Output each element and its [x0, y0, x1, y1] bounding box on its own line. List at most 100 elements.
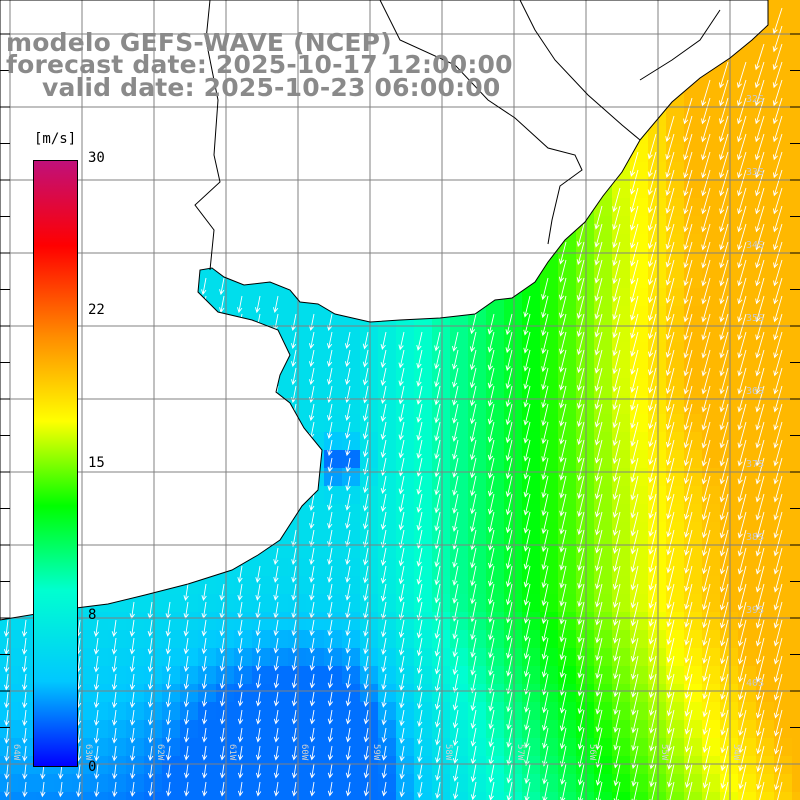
wind-speed-cell	[540, 756, 559, 775]
wind-speed-cell	[792, 576, 800, 595]
wind-speed-cell	[324, 360, 343, 379]
wind-arrow	[201, 583, 207, 601]
wind-arrow	[541, 457, 549, 481]
wind-speed-cell	[738, 54, 757, 73]
wind-speed-cell	[594, 504, 613, 523]
wind-speed-cell	[720, 396, 739, 415]
wind-speed-cell	[738, 72, 757, 91]
wind-arrow	[129, 673, 136, 691]
wind-arrow	[737, 511, 747, 539]
wind-speed-cell	[684, 162, 703, 181]
wind-arrow	[684, 673, 693, 700]
wind-speed-cell	[270, 792, 289, 800]
wind-arrow	[345, 511, 351, 530]
wind-speed-cell	[558, 432, 577, 451]
wind-arrow	[487, 439, 495, 461]
wind-speed-cell	[360, 504, 379, 523]
wind-arrow	[291, 583, 297, 601]
wind-arrow	[719, 205, 729, 233]
wind-arrow	[416, 583, 423, 603]
wind-speed-cell	[594, 252, 613, 271]
wind-speed-cell	[306, 792, 325, 800]
wind-speed-cell	[792, 486, 800, 505]
wind-speed-cell	[468, 792, 487, 800]
wind-arrow	[755, 349, 765, 377]
wind-speed-cell	[144, 684, 163, 703]
wind-arrow	[719, 547, 729, 575]
wind-arrow	[541, 601, 549, 625]
wind-arrow	[773, 475, 783, 503]
wind-speed-cell	[468, 630, 487, 649]
wind-arrow	[345, 439, 351, 457]
wind-arrow	[416, 493, 423, 513]
wind-arrow	[629, 187, 639, 213]
wind-arrow	[326, 349, 333, 368]
wind-speed-cell	[342, 540, 361, 559]
wind-arrow	[630, 421, 639, 447]
wind-arrow	[612, 403, 621, 429]
wind-speed-cell	[630, 306, 649, 325]
wind-arrow	[22, 727, 28, 744]
wind-speed-cell	[432, 450, 451, 469]
wind-arrow	[595, 709, 603, 733]
wind-speed-cell	[684, 414, 703, 433]
wind-speed-cell	[360, 324, 379, 343]
wind-speed-cell	[306, 342, 325, 361]
wind-arrow	[380, 349, 387, 368]
wind-speed-cell	[792, 558, 800, 577]
wind-arrow	[523, 565, 531, 588]
wind-speed-cell	[504, 702, 523, 721]
wind-speed-cell	[738, 360, 757, 379]
wind-speed-cell	[594, 234, 613, 253]
wind-speed-cell	[234, 288, 253, 307]
wind-arrow	[595, 547, 603, 572]
wind-arrow	[630, 619, 639, 645]
wind-arrow	[488, 583, 495, 605]
wind-arrow	[772, 43, 783, 71]
wind-arrow	[631, 763, 639, 787]
wind-arrow	[506, 619, 513, 642]
wind-arrow	[524, 763, 531, 784]
wind-speed-cell	[720, 198, 739, 217]
wind-arrow	[702, 583, 711, 611]
wind-speed-cell	[0, 774, 19, 793]
wind-arrow	[344, 367, 351, 386]
wind-arrow	[399, 673, 405, 691]
wind-speed-cell	[486, 540, 505, 559]
wind-speed-cell	[612, 252, 631, 271]
wind-speed-cell	[558, 792, 577, 800]
wind-arrow	[701, 547, 711, 575]
wind-arrow	[594, 313, 603, 338]
wind-arrow	[237, 709, 244, 725]
wind-speed-cell	[720, 324, 739, 343]
wind-arrow	[558, 277, 567, 301]
wind-arrow	[649, 691, 657, 716]
wind-speed-cell	[630, 270, 649, 289]
wind-arrow	[684, 763, 693, 789]
wind-arrow	[344, 349, 351, 368]
wind-arrow	[719, 115, 729, 143]
wind-arrow	[506, 727, 513, 748]
wind-arrow	[665, 313, 675, 340]
wind-speed-cell	[342, 432, 361, 451]
wind-arrow	[737, 601, 747, 629]
wind-arrow	[594, 385, 603, 410]
wind-arrow	[755, 529, 765, 557]
wind-speed-cell	[702, 270, 721, 289]
wind-arrow	[381, 727, 387, 744]
wind-speed-cell	[234, 612, 253, 631]
wind-arrow	[487, 529, 495, 551]
wind-arrow	[541, 313, 549, 337]
wind-arrow	[737, 277, 747, 305]
wind-arrow	[291, 349, 297, 368]
wind-arrow	[273, 547, 279, 566]
wind-speed-cell	[648, 666, 667, 685]
wind-arrow	[506, 781, 513, 800]
wind-arrow	[327, 691, 334, 707]
wind-speed-cell	[252, 612, 271, 631]
wind-speed-cell	[0, 720, 19, 739]
wind-arrow	[165, 727, 172, 744]
wind-arrow	[755, 169, 765, 197]
wind-arrow	[363, 727, 369, 743]
wind-arrow	[612, 547, 621, 572]
